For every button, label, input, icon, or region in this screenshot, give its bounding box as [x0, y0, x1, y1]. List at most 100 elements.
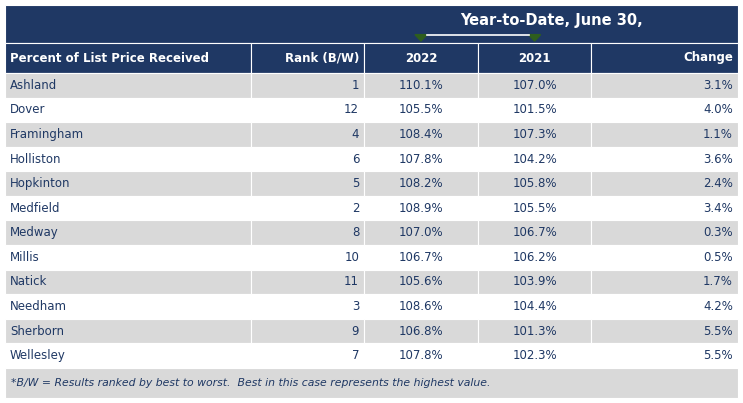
Bar — [364, 270, 478, 294]
Text: 107.8%: 107.8% — [399, 349, 444, 362]
Bar — [591, 319, 738, 343]
Text: 11: 11 — [344, 276, 359, 289]
Text: 110.1%: 110.1% — [398, 79, 444, 92]
Polygon shape — [415, 35, 427, 41]
Text: 2: 2 — [351, 202, 359, 215]
Bar — [250, 294, 364, 319]
Bar — [5, 73, 250, 98]
Text: 101.3%: 101.3% — [512, 325, 557, 338]
Bar — [364, 73, 478, 98]
Text: Holliston: Holliston — [10, 153, 62, 166]
Bar — [250, 343, 364, 368]
Bar — [364, 220, 478, 245]
Text: Percent of List Price Received: Percent of List Price Received — [10, 52, 209, 64]
Text: 5.5%: 5.5% — [704, 349, 733, 362]
Bar — [591, 171, 738, 196]
Text: 5: 5 — [351, 177, 359, 190]
Text: 3.6%: 3.6% — [704, 153, 733, 166]
Text: 5.5%: 5.5% — [704, 325, 733, 338]
Text: 101.5%: 101.5% — [512, 104, 557, 116]
Text: 105.6%: 105.6% — [399, 276, 444, 289]
Bar — [591, 196, 738, 220]
Bar — [591, 220, 738, 245]
Bar — [250, 270, 364, 294]
Bar — [478, 73, 591, 98]
Text: Rank (B/W): Rank (B/W) — [285, 52, 359, 64]
Bar — [5, 319, 250, 343]
Bar — [591, 122, 738, 147]
Text: 3.1%: 3.1% — [704, 79, 733, 92]
Bar — [250, 98, 364, 122]
Text: 108.2%: 108.2% — [399, 177, 444, 190]
Bar — [478, 43, 591, 73]
Text: 4.2%: 4.2% — [703, 300, 733, 313]
Bar — [5, 196, 250, 220]
Bar — [5, 368, 738, 398]
Text: Millis: Millis — [10, 251, 39, 264]
Bar — [364, 196, 478, 220]
Text: *B/W = Results ranked by best to worst.  Best in this case represents the highes: *B/W = Results ranked by best to worst. … — [11, 378, 490, 388]
Bar — [364, 343, 478, 368]
Bar — [478, 245, 591, 270]
Text: 106.2%: 106.2% — [512, 251, 557, 264]
Text: 2.4%: 2.4% — [703, 177, 733, 190]
Bar — [364, 98, 478, 122]
Bar — [591, 270, 738, 294]
Bar — [364, 147, 478, 171]
Text: Medway: Medway — [10, 226, 59, 239]
Text: 7: 7 — [351, 349, 359, 362]
Text: 102.3%: 102.3% — [512, 349, 557, 362]
Text: Ashland: Ashland — [10, 79, 57, 92]
Bar — [478, 171, 591, 196]
Bar — [364, 245, 478, 270]
Text: 108.9%: 108.9% — [399, 202, 444, 215]
Bar — [5, 220, 250, 245]
Bar — [478, 98, 591, 122]
Bar — [478, 122, 591, 147]
Text: 106.7%: 106.7% — [512, 226, 557, 239]
Bar — [250, 220, 364, 245]
Text: Year-to-Date, June 30,: Year-to-Date, June 30, — [460, 13, 643, 28]
Text: 107.8%: 107.8% — [399, 153, 444, 166]
Text: 9: 9 — [351, 325, 359, 338]
Text: 103.9%: 103.9% — [512, 276, 557, 289]
Text: 105.8%: 105.8% — [513, 177, 557, 190]
Bar — [591, 245, 738, 270]
Bar — [591, 43, 738, 73]
Bar — [591, 147, 738, 171]
Text: 0.3%: 0.3% — [704, 226, 733, 239]
Text: 1: 1 — [351, 79, 359, 92]
Text: 4.0%: 4.0% — [704, 104, 733, 116]
Bar — [591, 98, 738, 122]
Bar — [478, 294, 591, 319]
Text: 4: 4 — [351, 128, 359, 141]
Bar — [364, 43, 478, 73]
Polygon shape — [528, 35, 541, 41]
Bar — [478, 343, 591, 368]
Text: Medfield: Medfield — [10, 202, 60, 215]
Text: 108.6%: 108.6% — [399, 300, 444, 313]
Bar — [591, 343, 738, 368]
Text: Change: Change — [683, 52, 733, 64]
Bar — [5, 270, 250, 294]
Text: 3: 3 — [351, 300, 359, 313]
Bar — [364, 294, 478, 319]
Text: 0.5%: 0.5% — [704, 251, 733, 264]
Bar — [5, 245, 250, 270]
Text: Natick: Natick — [10, 276, 48, 289]
Text: 105.5%: 105.5% — [513, 202, 557, 215]
Text: 3.4%: 3.4% — [704, 202, 733, 215]
Bar — [250, 43, 364, 73]
Text: 2021: 2021 — [519, 52, 551, 64]
Bar — [591, 73, 738, 98]
Bar — [364, 171, 478, 196]
Bar — [364, 319, 478, 343]
Bar — [250, 171, 364, 196]
Text: Needham: Needham — [10, 300, 67, 313]
Bar — [5, 43, 250, 73]
Bar — [5, 5, 738, 43]
Text: 108.4%: 108.4% — [399, 128, 444, 141]
Bar — [478, 196, 591, 220]
Bar — [5, 147, 250, 171]
Bar — [5, 122, 250, 147]
